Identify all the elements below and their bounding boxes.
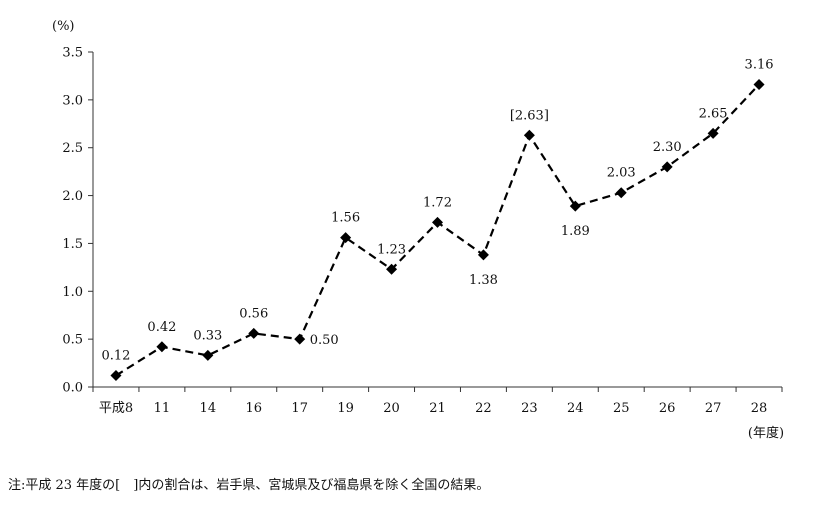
- x-tick-label: 17: [291, 401, 308, 416]
- data-label: 0.12: [101, 349, 130, 364]
- y-tick-label: 2.5: [62, 141, 83, 156]
- y-tick-label: 1.0: [62, 285, 83, 300]
- x-tick-label: 16: [245, 401, 262, 416]
- data-label: 1.89: [561, 224, 590, 239]
- x-tick-label: 平成8: [99, 401, 133, 416]
- data-label: 1.72: [423, 195, 452, 210]
- x-axis-unit-label: (年度): [748, 425, 784, 441]
- data-label: [2.63]: [510, 108, 549, 123]
- data-point-marker: [294, 333, 306, 345]
- x-tick-label: 24: [567, 401, 584, 416]
- y-tick-label: 1.5: [62, 237, 83, 252]
- data-label: 2.30: [653, 140, 682, 155]
- x-tick-label: 25: [613, 401, 630, 416]
- data-point-marker: [202, 349, 214, 361]
- y-tick-label: 3.0: [62, 93, 83, 108]
- data-label: 1.38: [469, 273, 498, 288]
- data-label: 1.56: [331, 211, 360, 226]
- data-point-marker: [707, 127, 719, 139]
- data-label: 3.16: [745, 58, 774, 73]
- x-tick-label: 19: [337, 401, 354, 416]
- data-point-marker: [110, 370, 122, 382]
- x-tick-label: 23: [521, 401, 538, 416]
- x-tick-label: 20: [383, 401, 400, 416]
- data-point-marker: [569, 200, 581, 212]
- data-label: 0.56: [239, 306, 268, 321]
- chart-axes: 0.0 0.5 1.0 1.5 2.0 2.5 3.0 3.5 平成8 11 14 16 17 19 20 2…: [62, 46, 783, 416]
- data-point-marker: [615, 187, 627, 199]
- data-point-marker: [248, 327, 260, 339]
- data-label: 2.03: [607, 166, 636, 181]
- data-label: 2.65: [699, 106, 728, 121]
- y-tick-label: 2.0: [62, 189, 83, 204]
- data-label: 1.23: [377, 242, 406, 257]
- x-tick-label: 14: [200, 401, 217, 416]
- line-chart: 0.0 0.5 1.0 1.5 2.0 2.5 3.0 3.5 平成8 11 14 16 17 19 20 2…: [52, 19, 784, 441]
- data-point-marker: [753, 79, 765, 91]
- data-point-marker: [523, 129, 535, 141]
- x-tick-label: 26: [659, 401, 676, 416]
- data-point-marker: [156, 341, 168, 353]
- data-marker-layer: [110, 79, 765, 382]
- data-point-marker: [340, 232, 352, 244]
- x-tick-label: 21: [429, 401, 446, 416]
- y-tick-label: 0.5: [62, 333, 83, 348]
- data-point-marker: [477, 249, 489, 261]
- y-tick-label: 3.5: [62, 46, 83, 61]
- y-tick-label: 0.0: [62, 381, 83, 396]
- data-point-marker: [386, 263, 398, 275]
- y-axis-unit-label: (%): [52, 19, 75, 34]
- x-tick-label: 11: [154, 401, 171, 416]
- data-label-layer: 0.12 0.42 0.33 0.56 0.50 1.56 1.23 1.72 1.38 [2.6…: [101, 58, 773, 364]
- data-label: 0.42: [147, 320, 176, 335]
- x-tick-label: 22: [475, 401, 492, 416]
- data-label: 0.50: [310, 333, 339, 348]
- data-label: 0.33: [193, 328, 222, 343]
- data-point-marker: [432, 216, 443, 228]
- chart-footnote: 注:平成 23 年度の[ ]内の割合は、岩手県、宮城県及び福島県を除く全国の結果…: [8, 478, 490, 493]
- x-tick-label: 28: [751, 401, 768, 416]
- x-tick-label: 27: [705, 401, 722, 416]
- data-point-marker: [661, 161, 673, 173]
